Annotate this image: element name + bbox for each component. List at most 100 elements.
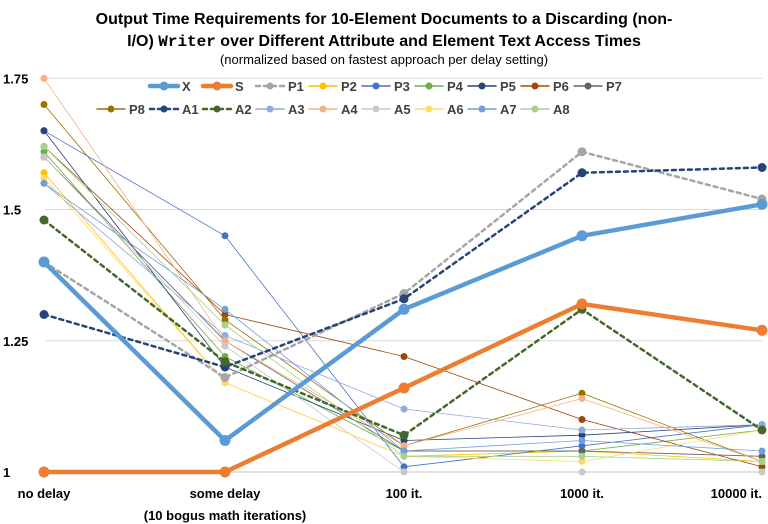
x-tick-sublabel: (10 bogus math iterations) (144, 508, 307, 523)
data-point-A4 (400, 442, 408, 450)
data-point-A8 (400, 452, 408, 460)
data-point-P1 (577, 147, 587, 157)
legend-label: A3 (288, 102, 305, 117)
legend-item-P5: P5 (467, 79, 516, 94)
legend-swatch-marker (372, 105, 380, 113)
legend-label: P4 (447, 79, 464, 94)
data-point-S (756, 324, 768, 336)
data-point-A5 (221, 342, 229, 350)
data-point-A7 (578, 437, 586, 444)
legend-swatch-marker (531, 105, 539, 113)
series-A1 (39, 163, 767, 372)
title-line-2-code: Writer (158, 33, 216, 51)
legend-swatch-marker (425, 105, 433, 113)
data-point-P3 (400, 463, 408, 471)
data-point-S (576, 298, 588, 310)
data-point-A7 (758, 447, 766, 455)
x-axis-ticks: no delay some delay 100 it. 1000 it. 10000 i… (18, 486, 762, 523)
data-point-A8 (40, 143, 48, 150)
series-line-P5 (43, 130, 763, 441)
data-point-A8 (578, 452, 586, 460)
legend-label: A1 (182, 102, 199, 117)
data-point-A1 (577, 168, 587, 178)
title-line-2-post: over Different Attribute and Element Tex… (216, 33, 641, 50)
data-point-A6 (40, 174, 48, 182)
legend-label: P3 (394, 79, 410, 94)
legend-item-A6: A6 (414, 102, 464, 117)
data-point-A4 (578, 395, 586, 402)
legend-item-P4: P4 (414, 79, 464, 94)
legend-label: A5 (394, 102, 411, 117)
series-line-P1 (42, 150, 764, 379)
legend-label: A6 (447, 102, 464, 117)
legend-item-P2: P2 (308, 79, 357, 94)
x-tick-label: some delay (190, 486, 262, 501)
data-point-X (756, 198, 768, 210)
legend: X S P1 P2 P3 P4 P5 P6 P7 P8 A1 A2 A3 A4 A5 A6 A7 A8 (96, 79, 622, 117)
data-point-P6 (758, 463, 766, 471)
legend-item-P7: P7 (573, 79, 622, 94)
data-point-P7 (758, 452, 766, 460)
data-point-A3 (400, 405, 408, 413)
data-point-A3 (221, 332, 229, 339)
y-tick-label: 1 (3, 465, 10, 480)
data-point-P3 (221, 232, 229, 240)
legend-item-A5: A5 (361, 102, 411, 117)
legend-item-P1: P1 (254, 79, 304, 94)
legend-label: A4 (341, 102, 358, 117)
legend-swatch-marker (478, 82, 486, 90)
data-point-A6 (578, 458, 586, 465)
legend-swatch-marker (107, 105, 115, 113)
series-line-P2 (43, 172, 763, 462)
data-point-P8 (578, 389, 586, 397)
data-point-P3 (578, 442, 586, 450)
data-point-A4 (40, 74, 48, 82)
data-point-P7 (578, 447, 586, 455)
legend-item-A8: A8 (520, 102, 570, 117)
data-point-A5 (758, 468, 766, 476)
series-line-A6 (43, 177, 763, 462)
legend-label: P7 (606, 79, 622, 94)
data-point-P6 (578, 416, 586, 423)
data-point-A1 (757, 163, 767, 172)
data-point-X (38, 256, 50, 268)
chart-title: Output Time Requirements for 10-Element … (96, 11, 673, 67)
legend-label: A7 (500, 102, 517, 117)
data-point-P8 (40, 101, 48, 108)
legend-item-P3: P3 (361, 79, 410, 94)
legend-swatch-marker (584, 82, 592, 90)
series-X (38, 198, 768, 446)
data-point-A1 (399, 294, 409, 304)
data-point-X (219, 435, 231, 446)
data-point-P8 (221, 316, 229, 324)
series-P1 (39, 147, 767, 382)
legend-swatch-marker (531, 82, 539, 90)
title-line-2: I/O) Writer over Different Attribute and… (127, 33, 641, 51)
legend-item-P6: P6 (520, 79, 569, 94)
title-line-2-pre: I/O) (127, 33, 158, 50)
x-tick-label: no delay (18, 486, 72, 501)
data-point-A7 (400, 447, 408, 455)
legend-label: P2 (341, 79, 357, 94)
legend-label: P6 (553, 79, 569, 94)
y-tick-label: 1.25 (3, 334, 28, 349)
series-line-X (41, 202, 765, 443)
data-point-A8 (758, 458, 766, 465)
data-point-P4 (40, 148, 48, 156)
chart-subtitle: (normalized based on fastest approach pe… (220, 52, 548, 67)
legend-item-A3: A3 (255, 102, 305, 117)
data-point-P2 (40, 169, 48, 177)
legend-label: P5 (500, 79, 516, 94)
legend-swatch-marker (213, 105, 221, 113)
legend-item-P8: P8 (96, 102, 145, 117)
series-line-A1 (42, 166, 764, 369)
legend-swatch-marker (212, 81, 222, 91)
data-point-A7 (40, 179, 48, 187)
series-A5 (40, 153, 766, 476)
x-tick-label: 100 it. (386, 486, 423, 501)
legend-swatch-marker (160, 105, 168, 113)
data-point-A2 (399, 430, 409, 440)
series-S (38, 298, 768, 478)
legend-swatch-marker (319, 105, 327, 113)
legend-item-A1: A1 (148, 102, 199, 117)
